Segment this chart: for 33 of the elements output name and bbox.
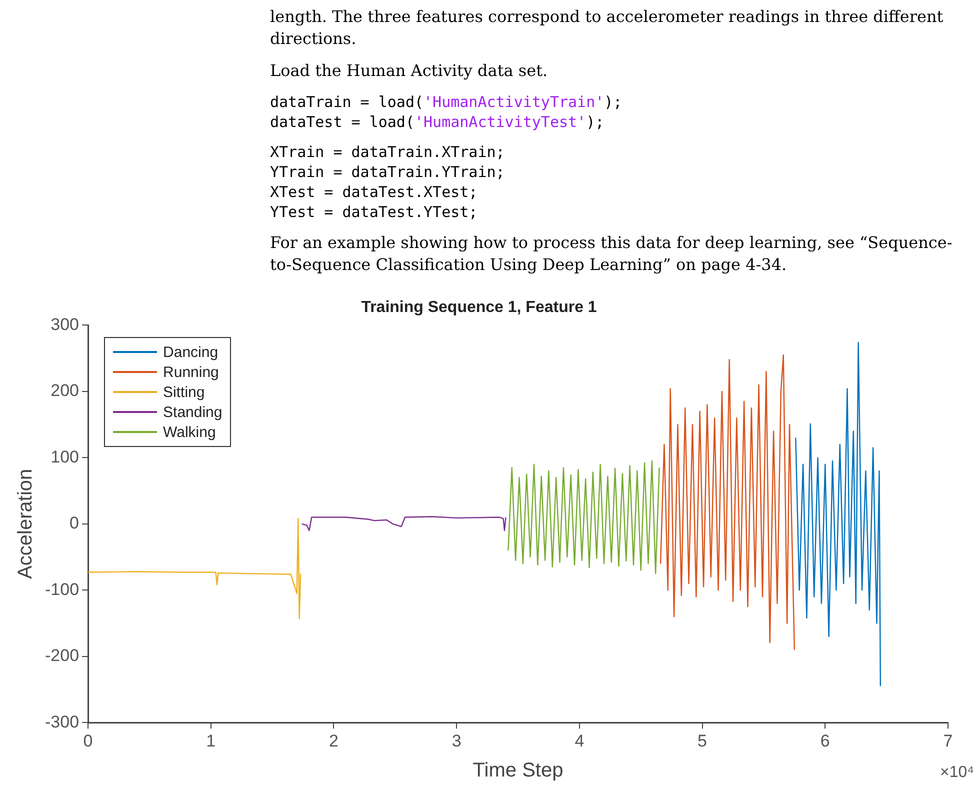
x-tick-label: 0	[83, 731, 93, 750]
legend-label: Walking	[163, 424, 216, 441]
x-tick-label: 4	[574, 731, 584, 750]
x-tick-label: 7	[943, 731, 953, 750]
text: XTrain = dataTrain.XTrain;	[270, 143, 505, 161]
x-tick-label: 6	[820, 731, 830, 750]
y-tick-label: -100	[44, 580, 80, 599]
y-tick-label: 200	[50, 381, 80, 400]
text: YTrain = dataTrain.YTrain;	[270, 163, 505, 181]
y-tick-label: -300	[44, 712, 80, 732]
y-axis-title: Acceleration	[14, 468, 37, 579]
x-tick-label: 2	[329, 731, 338, 750]
chart-title: Training Sequence 1, Feature 1	[361, 299, 597, 316]
y-tick-label: -200	[44, 646, 80, 666]
y-tick-label: 0	[70, 514, 80, 533]
legend-label: Dancing	[163, 344, 218, 361]
x-tick-label: 1	[206, 731, 216, 750]
text: For an example showing how to process this data for deep learning, see “Sequence-to-Sequence Classification Using Deep Learning” on page 4-34.	[270, 232, 954, 276]
x-tick-label: 5	[698, 731, 708, 750]
text: dataTest = load('HumanActivityTest');	[270, 113, 604, 131]
text: ×10⁴	[940, 764, 974, 782]
legend-label: Standing	[163, 404, 222, 421]
text: XTest = dataTest.XTest;	[270, 183, 478, 201]
y-tick-label: 300	[50, 314, 80, 334]
x-axis-title: Time Step	[472, 760, 564, 782]
text: length. The three features correspond to accelerometer readings in three different directions.	[270, 6, 944, 50]
legend-label: Sitting	[163, 384, 205, 401]
legend-label: Running	[163, 364, 219, 381]
x-tick-label: 3	[452, 731, 462, 750]
text: YTest = dataTest.YTest;	[270, 203, 478, 221]
y-tick-label: 100	[50, 447, 80, 466]
text: Load the Human Activity data set.	[270, 60, 549, 82]
text: dataTrain = load('HumanActivityTrain');	[270, 93, 622, 111]
